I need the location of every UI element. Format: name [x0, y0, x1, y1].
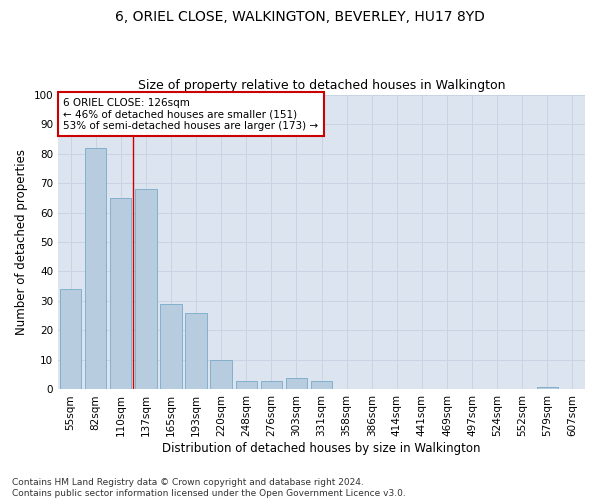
Title: Size of property relative to detached houses in Walkington: Size of property relative to detached ho…	[138, 79, 505, 92]
Text: Contains HM Land Registry data © Crown copyright and database right 2024.
Contai: Contains HM Land Registry data © Crown c…	[12, 478, 406, 498]
Bar	[286, 378, 307, 390]
Bar	[135, 189, 157, 390]
Bar	[236, 380, 257, 390]
Bar	[185, 313, 207, 390]
Bar	[60, 289, 81, 390]
Bar	[110, 198, 131, 390]
Bar	[85, 148, 106, 390]
Text: 6 ORIEL CLOSE: 126sqm
← 46% of detached houses are smaller (151)
53% of semi-det: 6 ORIEL CLOSE: 126sqm ← 46% of detached …	[64, 98, 319, 130]
Bar	[311, 380, 332, 390]
Y-axis label: Number of detached properties: Number of detached properties	[15, 149, 28, 335]
Text: 6, ORIEL CLOSE, WALKINGTON, BEVERLEY, HU17 8YD: 6, ORIEL CLOSE, WALKINGTON, BEVERLEY, HU…	[115, 10, 485, 24]
Bar	[211, 360, 232, 390]
X-axis label: Distribution of detached houses by size in Walkington: Distribution of detached houses by size …	[162, 442, 481, 455]
Bar	[536, 386, 558, 390]
Bar	[260, 380, 282, 390]
Bar	[160, 304, 182, 390]
